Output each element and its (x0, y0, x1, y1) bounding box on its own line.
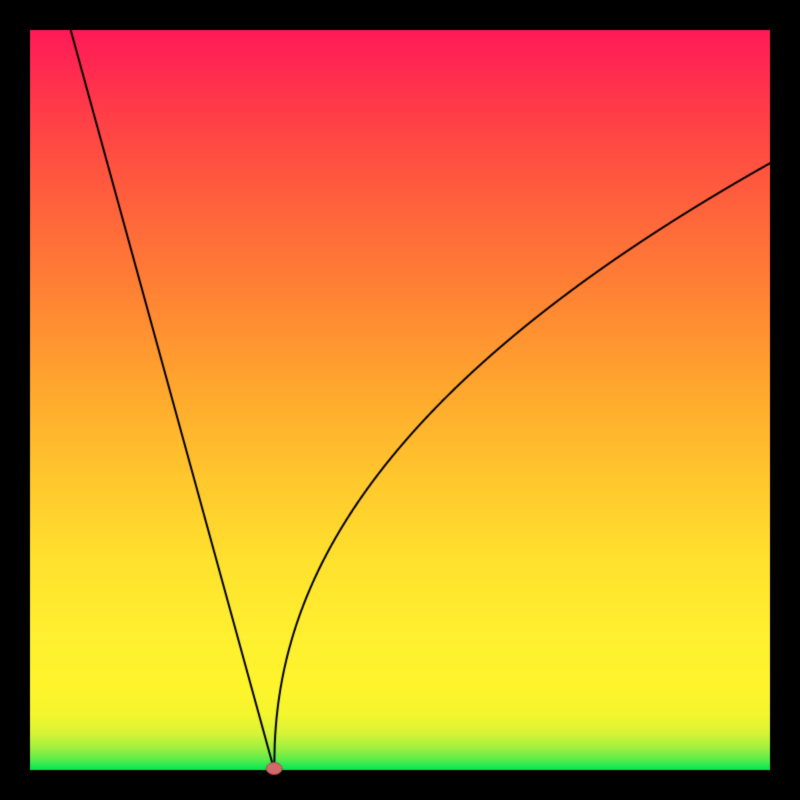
bottleneck-chart (0, 0, 800, 800)
stage: TheBottleneck.com (0, 0, 800, 800)
